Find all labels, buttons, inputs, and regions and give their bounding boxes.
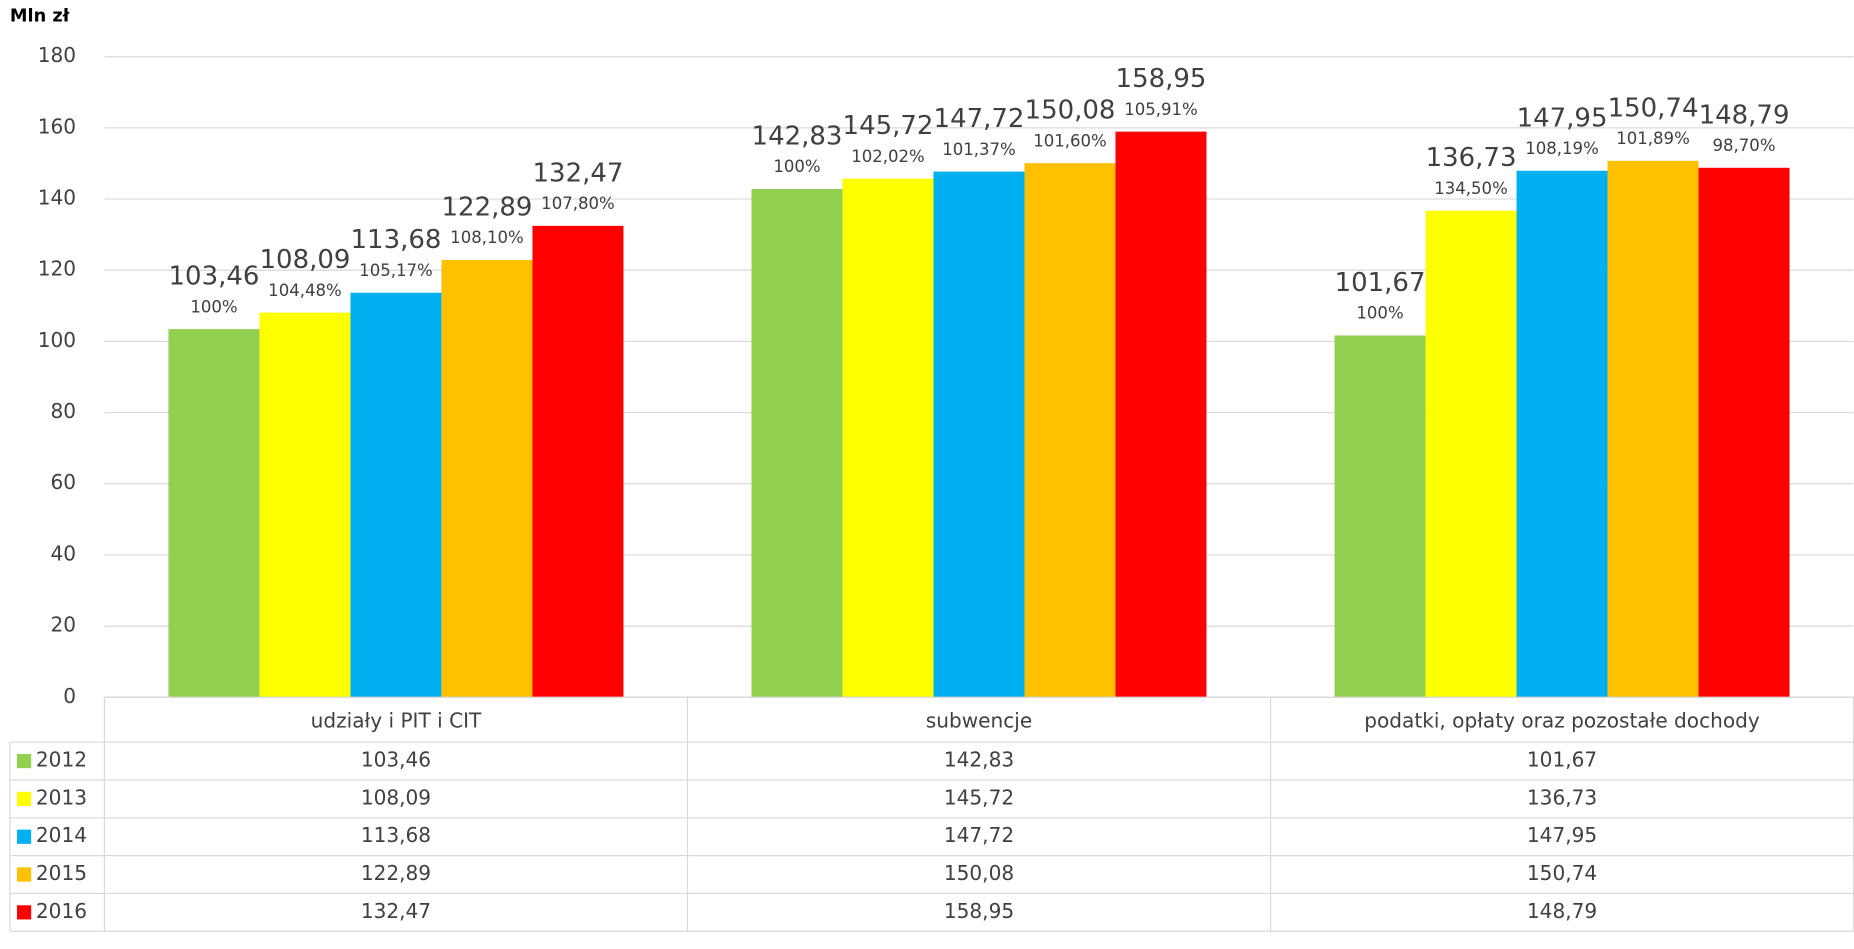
value-label: 142,83 (752, 121, 843, 151)
pct-label: 105,17% (359, 261, 433, 280)
legend-key (17, 905, 32, 920)
bar (1607, 160, 1699, 698)
table-value: 122,89 (361, 861, 431, 885)
y-tick-label: 40 (51, 541, 77, 565)
bar (1115, 131, 1207, 698)
bar (441, 259, 533, 698)
pct-label: 105,91% (1124, 100, 1198, 119)
bar (1516, 170, 1608, 698)
value-label: 113,68 (351, 225, 442, 255)
legend-key (17, 791, 32, 806)
table-value: 142,83 (944, 748, 1014, 772)
pct-label: 108,10% (450, 228, 524, 247)
value-label: 148,79 (1699, 100, 1790, 130)
value-label: 145,72 (843, 111, 934, 141)
pct-label: 104,48% (268, 281, 342, 300)
pct-label: 100% (190, 297, 237, 316)
table-value: 132,47 (361, 899, 431, 923)
table-value: 108,09 (361, 785, 431, 809)
x-tick-label: podatki, opłaty oraz pozostałe dochody (1364, 709, 1760, 733)
value-label: 136,73 (1426, 143, 1517, 173)
value-label: 132,47 (533, 158, 624, 188)
x-tick-label: subwencje (926, 709, 1032, 733)
pct-label: 108,19% (1525, 139, 1599, 158)
bar (842, 178, 934, 698)
value-label: 147,95 (1517, 103, 1608, 133)
value-label: 158,95 (1116, 64, 1207, 94)
table-value: 147,95 (1527, 823, 1597, 847)
table-value: 103,46 (361, 748, 431, 772)
bar (1334, 335, 1426, 698)
bar (1425, 210, 1517, 698)
table-value: 150,74 (1527, 861, 1597, 885)
table-value: 136,73 (1527, 785, 1597, 809)
table-value: 150,08 (944, 861, 1014, 885)
y-tick-label: 60 (51, 470, 77, 494)
bar (751, 188, 843, 698)
table-value: 113,68 (361, 823, 431, 847)
x-tick-label: udziały i PIT i CIT (311, 709, 482, 733)
legend-label: 2014 (36, 823, 87, 847)
table-value: 147,72 (944, 823, 1014, 847)
y-tick-label: 180 (38, 43, 76, 67)
value-label: 108,09 (260, 245, 351, 275)
legend-label: 2012 (36, 748, 87, 772)
value-label: 150,08 (1025, 96, 1116, 126)
pct-label: 134,50% (1434, 179, 1508, 198)
table-value: 158,95 (944, 899, 1014, 923)
pct-label: 102,02% (851, 147, 925, 166)
pct-label: 101,89% (1616, 129, 1690, 148)
y-axis-label: Mln zł (10, 7, 70, 27)
bar (1698, 167, 1790, 698)
bar (168, 329, 260, 698)
y-tick-label: 160 (38, 114, 76, 138)
value-label: 147,72 (934, 104, 1025, 134)
legend-key (17, 754, 32, 769)
y-tick-label: 0 (63, 684, 76, 708)
pct-label: 100% (773, 157, 820, 176)
bar (259, 312, 351, 698)
pct-label: 101,37% (942, 140, 1016, 159)
table-value: 101,67 (1527, 748, 1597, 772)
y-tick-label: 100 (38, 328, 76, 352)
bar (350, 292, 442, 698)
y-tick-label: 120 (38, 257, 76, 281)
legend-label: 2016 (36, 899, 87, 923)
value-label: 101,67 (1335, 268, 1426, 298)
pct-label: 101,60% (1033, 131, 1107, 150)
legend-key (17, 867, 32, 882)
table-value: 148,79 (1527, 899, 1597, 923)
y-tick-label: 20 (51, 613, 77, 637)
legend-label: 2013 (36, 785, 87, 809)
value-label: 150,74 (1608, 93, 1699, 123)
pct-label: 107,80% (541, 194, 615, 213)
y-tick-label: 140 (38, 186, 76, 210)
bar (1024, 163, 1116, 698)
value-label: 122,89 (442, 192, 533, 222)
legend-key (17, 829, 32, 844)
pct-label: 100% (1356, 304, 1403, 323)
bar (933, 171, 1025, 698)
value-label: 103,46 (169, 262, 260, 292)
y-tick-label: 80 (51, 399, 77, 423)
table-value: 145,72 (944, 785, 1014, 809)
bar (532, 225, 624, 698)
pct-label: 98,70% (1713, 136, 1776, 155)
legend-label: 2015 (36, 861, 87, 885)
